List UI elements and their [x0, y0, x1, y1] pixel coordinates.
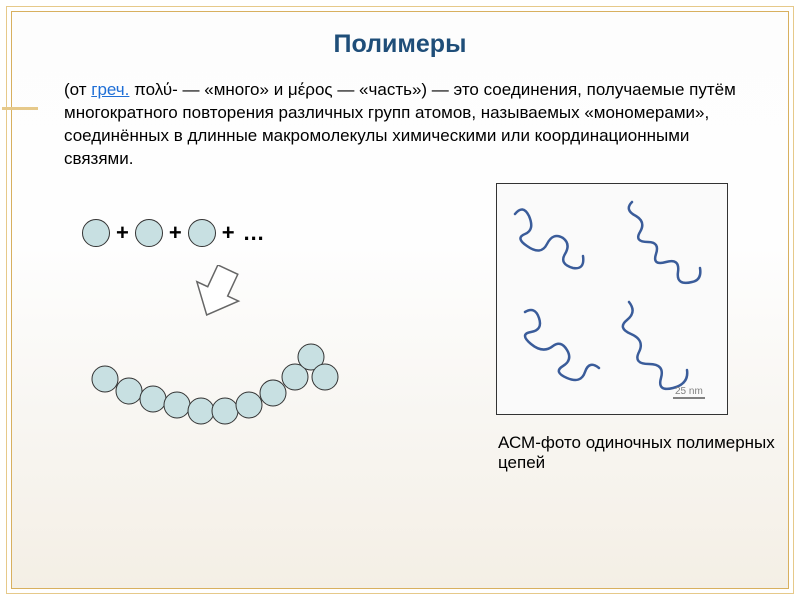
chain-circle	[188, 398, 214, 424]
chain-circle	[140, 386, 166, 412]
title-text: Полимеры	[334, 30, 467, 58]
afm-image-box: 25 nm	[496, 183, 728, 415]
chain-circle	[92, 366, 118, 392]
chain-circle	[212, 398, 238, 424]
definition-paragraph: (от греч. πολύ- — «много» и μέρος — «час…	[64, 79, 746, 171]
monomer-circle	[188, 219, 216, 247]
chain-circle	[164, 392, 190, 418]
monomer-diagram: + + + …	[82, 219, 392, 479]
afm-svg: 25 nm	[497, 184, 727, 414]
greek-link[interactable]: греч.	[91, 80, 129, 99]
page-title: Полимеры	[12, 30, 788, 59]
monomer-plus-row: + + + …	[82, 219, 392, 247]
chain-circle	[312, 364, 338, 390]
def-prefix: (от	[64, 80, 91, 99]
plus-sign: +	[222, 220, 235, 246]
inner-frame: Полимеры (от греч. πολύ- — «много» и μέρ…	[11, 11, 789, 589]
monomer-circle	[82, 219, 110, 247]
plus-sign: +	[116, 220, 129, 246]
arrow-icon	[187, 265, 245, 325]
accent-bar	[2, 107, 38, 110]
polymer-chain	[82, 319, 362, 469]
afm-caption-text: АСМ-фото одиночных полимерных цепей	[498, 433, 775, 472]
content-row: + + + …	[12, 183, 788, 503]
slide-outer: Полимеры (от греч. πολύ- — «много» и μέρ…	[0, 0, 800, 600]
chain-circle	[116, 378, 142, 404]
chain-circle	[236, 392, 262, 418]
def-rest: πολύ- — «много» и μέρος — «часть») — это…	[64, 80, 736, 168]
outer-frame: Полимеры (от греч. πολύ- — «много» и μέρ…	[6, 6, 794, 594]
ellipsis: …	[243, 220, 265, 246]
plus-sign: +	[169, 220, 182, 246]
monomer-circle	[135, 219, 163, 247]
afm-caption: АСМ-фото одиночных полимерных цепей	[498, 433, 778, 473]
chain-circle	[260, 380, 286, 406]
scale-bar-label: 25 nm	[675, 386, 703, 397]
